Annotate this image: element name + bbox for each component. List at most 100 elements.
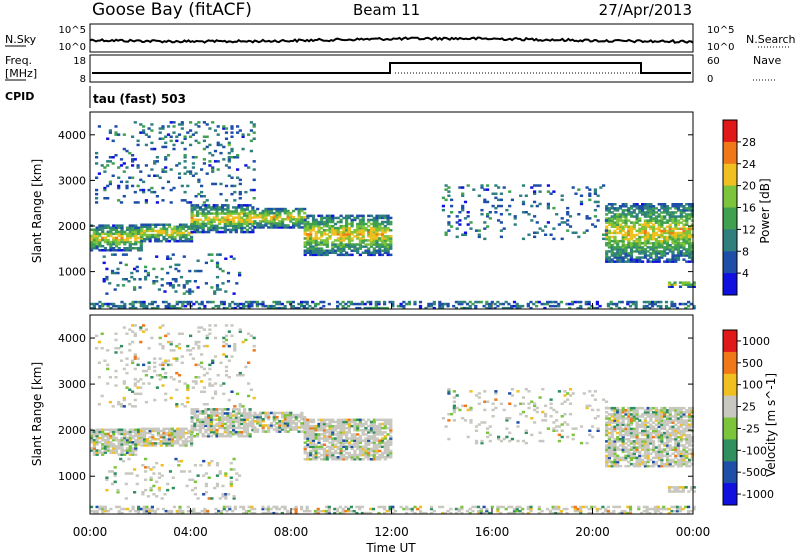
echo-cell (364, 243, 368, 246)
echo-cell (668, 215, 672, 218)
echo-cell (125, 449, 130, 452)
echo-cell (220, 204, 225, 207)
echo-cell (145, 223, 149, 226)
echo-cell (114, 430, 119, 434)
echo-cell (210, 253, 214, 256)
echo-cell (339, 247, 343, 250)
echo-cell (303, 437, 307, 440)
power-y-axis-label: Slant Range [km] (30, 159, 44, 263)
echo-cell (240, 435, 244, 438)
echo-cell (300, 220, 304, 223)
echo-cell (358, 429, 362, 432)
echo-cell (331, 437, 335, 440)
echo-cell (350, 245, 354, 248)
echo-cell (154, 223, 158, 226)
echo-cell (356, 224, 360, 228)
echo-cell (241, 135, 245, 138)
echo-cell (198, 208, 202, 211)
echo-cell (668, 258, 672, 261)
echo-cell (679, 244, 683, 247)
echo-cell (336, 451, 340, 455)
echo-cell (275, 306, 279, 310)
echo-cell (358, 435, 362, 438)
echo-cell (660, 425, 664, 429)
echo-cell (438, 306, 442, 310)
echo-cell (106, 447, 110, 450)
echo-cell (181, 300, 185, 304)
echo-cell (621, 446, 625, 449)
echo-cell (380, 226, 385, 230)
echo-cell (665, 252, 670, 255)
echo-cell (160, 267, 164, 271)
echo-cell (190, 430, 194, 434)
echo-cell (336, 233, 340, 236)
echo-cell (170, 306, 174, 310)
echo-cell (610, 260, 614, 263)
echo-cell (127, 457, 131, 461)
echo-cell (275, 209, 279, 213)
echo-cell (229, 468, 233, 471)
echo-cell (676, 246, 681, 249)
echo-cell (621, 227, 625, 231)
echo-cell (322, 243, 327, 246)
echo-cell (204, 491, 208, 494)
echo-cell (166, 359, 171, 362)
echo-cell (196, 210, 200, 213)
echo-cell (139, 326, 143, 329)
echo-cell (671, 242, 675, 245)
echo-cell (685, 217, 689, 220)
echo-cell (627, 231, 631, 235)
echo-cell (372, 431, 376, 434)
echo-cell (139, 247, 143, 250)
echo-cell (101, 236, 105, 240)
echo-cell (112, 445, 116, 448)
echo-cell (635, 205, 639, 208)
echo-cell (226, 271, 231, 275)
echo-cell (688, 209, 692, 212)
echo-cell (314, 241, 318, 244)
echo-cell (364, 426, 368, 430)
echo-cell (198, 206, 202, 209)
echo-cell (249, 139, 253, 143)
echo-cell (119, 359, 124, 362)
echo-cell (687, 283, 691, 286)
echo-cell (222, 127, 226, 130)
echo-cell (610, 406, 614, 410)
echo-cell (654, 252, 658, 255)
echo-cell (607, 442, 611, 445)
echo-cell (356, 456, 360, 459)
echo-cell (145, 444, 149, 447)
echo-cell (646, 225, 650, 228)
echo-cell (610, 415, 614, 418)
echo-cell (660, 421, 664, 424)
echo-cell (169, 396, 173, 400)
echo-cell (356, 216, 360, 220)
echo-cell (618, 456, 623, 460)
echo-cell (317, 439, 321, 442)
echo-cell (317, 424, 321, 428)
echo-cell (635, 456, 639, 460)
echo-cell (212, 206, 216, 209)
echo-cell (649, 248, 653, 251)
echo-cell (267, 222, 271, 225)
echo-cell (139, 304, 143, 308)
echo-cell (238, 178, 242, 182)
echo-cell (252, 178, 256, 182)
echo-cell (173, 229, 177, 233)
echo-cell (621, 435, 625, 439)
echo-cell (690, 246, 694, 249)
echo-cell (649, 213, 653, 216)
echo-cell (380, 214, 385, 218)
echo-cell (378, 253, 382, 257)
echo-cell (311, 220, 316, 224)
echo-cell (320, 249, 324, 252)
echo-cell (184, 229, 188, 233)
echo-cell (358, 247, 362, 250)
echo-cell (211, 166, 215, 169)
echo-cell (657, 448, 661, 451)
echo-cell (170, 227, 174, 231)
echo-cell (162, 431, 166, 435)
echo-cell (311, 439, 316, 442)
echo-cell (153, 398, 157, 402)
echo-cell (219, 192, 223, 196)
